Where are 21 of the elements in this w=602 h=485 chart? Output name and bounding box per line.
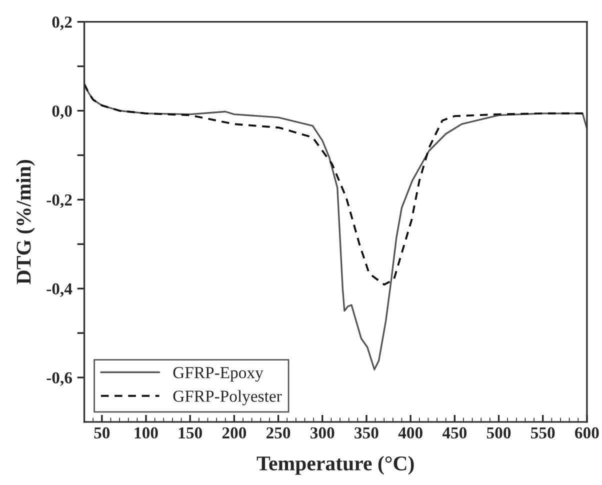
y-axis-title: DTG (%/min) — [16, 160, 35, 284]
x-axis-title: Temperature (°C) — [256, 456, 414, 475]
x-tick-label: 50 — [94, 427, 110, 439]
x-tick-label: 100 — [134, 427, 158, 439]
x-tick-label: 300 — [310, 427, 334, 439]
y-tick-label: 0,0 — [52, 105, 72, 120]
y-tick-label: -0,2 — [46, 194, 72, 208]
legend-label: GFRP-Epoxy — [173, 367, 264, 382]
y-tick-label: -0,6 — [46, 372, 72, 386]
x-tick-label: 350 — [354, 427, 378, 439]
x-tick-label: 500 — [486, 427, 511, 439]
x-tick-label: 150 — [178, 427, 202, 439]
y-tick-label: 0,2 — [52, 16, 72, 30]
x-tick-label: 250 — [266, 427, 290, 439]
x-tick-label: 400 — [398, 427, 422, 439]
x-tick-label: 550 — [531, 427, 555, 439]
legend-label: GFRP-Polyester — [173, 390, 282, 406]
y-tick-label: -0,4 — [46, 283, 72, 297]
x-tick-label: 450 — [442, 427, 467, 439]
x-tick-label: 200 — [222, 427, 246, 439]
x-tick-label: 600 — [575, 427, 599, 439]
